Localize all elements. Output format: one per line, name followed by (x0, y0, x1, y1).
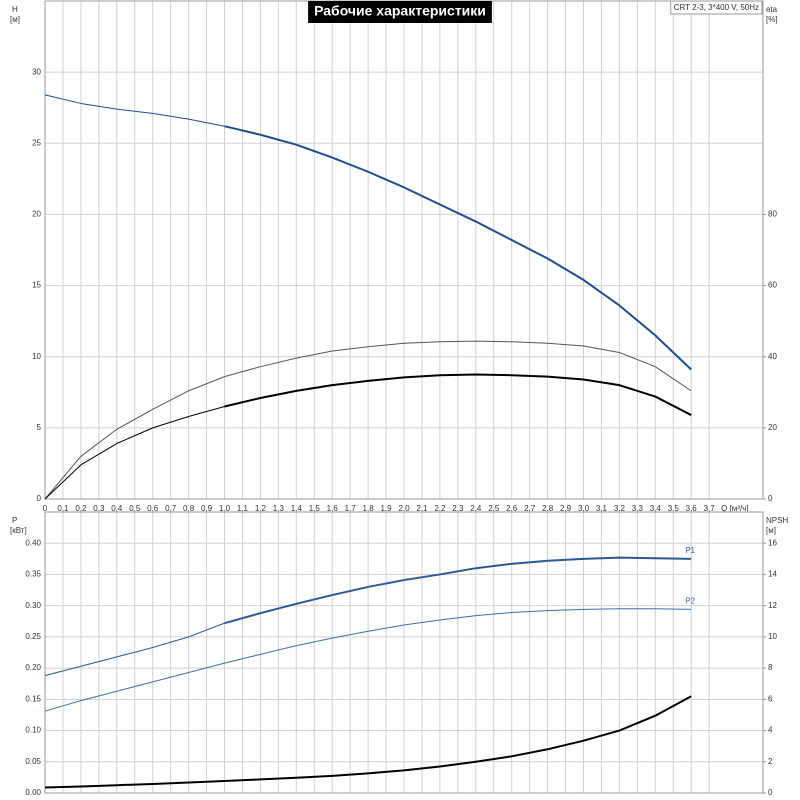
x-tick-label: 2,9 (560, 504, 572, 513)
x-axis-label: Q [м³/ч] (721, 504, 748, 513)
series-label: P2 (685, 597, 695, 606)
x-tick-label: 2,3 (452, 504, 464, 513)
y-tick-label: 0.35 (25, 570, 41, 579)
x-tick-label: 1,5 (309, 504, 321, 513)
y-tick-label: 15 (32, 281, 41, 290)
y-tick-label: 30 (32, 67, 41, 76)
x-tick-label: 1,4 (291, 504, 303, 513)
x-tick-label: 1,7 (345, 504, 357, 513)
x-tick-label: 0,3 (93, 504, 105, 513)
x-tick-label: 2,8 (542, 504, 554, 513)
x-tick-label: 0,9 (201, 504, 213, 513)
y-tick-label: 10 (32, 352, 41, 361)
y-tick-label: 0.15 (25, 694, 41, 703)
x-tick-label: 0,1 (57, 504, 69, 513)
y2-tick-label: 6 (768, 694, 773, 703)
x-tick-label: 1,3 (273, 504, 285, 513)
y-axis-unit: [м] (10, 15, 20, 24)
x-tick-label: 0 (43, 504, 48, 513)
y2-tick-label: 10 (768, 632, 777, 641)
data-line (44, 94, 225, 127)
y-tick-label: 0 (37, 494, 42, 503)
data-line (44, 622, 225, 677)
data-line (224, 125, 692, 371)
data-line (44, 608, 692, 712)
x-tick-label: 3,5 (668, 504, 680, 513)
y-axis-label: P (12, 516, 17, 525)
y2-tick-label: 8 (768, 663, 773, 672)
y2-axis-label: eta (766, 5, 778, 14)
chart-subtitle: CRT 2-3, 3*400 V, 50Hz (674, 3, 759, 12)
y2-tick-label: 12 (768, 601, 777, 610)
x-tick-label: 3,6 (686, 504, 698, 513)
y-tick-label: 0.20 (25, 663, 41, 672)
x-tick-label: 3,1 (596, 504, 608, 513)
series-label: P1 (685, 546, 695, 555)
x-tick-label: 1,1 (237, 504, 249, 513)
x-tick-label: 0,6 (147, 504, 159, 513)
x-tick-label: 1,8 (363, 504, 375, 513)
y2-axis-unit: [%] (766, 15, 778, 24)
y-tick-label: 0.40 (25, 538, 41, 547)
x-tick-label: 2,1 (416, 504, 428, 513)
x-tick-label: 3,0 (578, 504, 590, 513)
y-tick-label: 0.05 (25, 757, 41, 766)
data-line (44, 695, 692, 789)
title-box (308, 1, 492, 23)
x-tick-label: 2,0 (398, 504, 410, 513)
y-tick-label: 20 (32, 210, 41, 219)
chart-title: Рабочие характеристики (314, 3, 486, 19)
data-line (224, 373, 692, 416)
y-tick-label: 0.10 (25, 726, 41, 735)
x-tick-label: 1,9 (380, 504, 392, 513)
x-tick-label: 2,5 (488, 504, 500, 513)
x-tick-label: 1,2 (255, 504, 267, 513)
y2-tick-label: 14 (768, 570, 777, 579)
x-tick-label: 0,7 (165, 504, 177, 513)
x-tick-label: 0,5 (129, 504, 141, 513)
y2-tick-label: 40 (768, 352, 777, 361)
x-tick-label: 0,4 (111, 504, 123, 513)
x-tick-label: 3,2 (614, 504, 626, 513)
y-axis-unit: [кВт] (10, 526, 27, 535)
x-tick-label: 1,0 (219, 504, 231, 513)
y-tick-label: 0.25 (25, 632, 41, 641)
x-tick-label: 2,2 (434, 504, 446, 513)
y2-axis-unit: [м] (766, 526, 776, 535)
x-tick-label: 3,4 (650, 504, 662, 513)
x-tick-label: 0,8 (183, 504, 195, 513)
y2-tick-label: 20 (768, 423, 777, 432)
y-tick-label: 25 (32, 138, 41, 147)
y2-tick-label: 0 (768, 494, 773, 503)
y2-tick-label: 60 (768, 281, 777, 290)
y-tick-label: 0.00 (25, 788, 41, 797)
x-tick-label: 2,4 (470, 504, 482, 513)
y2-tick-label: 0 (768, 788, 773, 797)
y2-tick-label: 4 (768, 726, 773, 735)
x-tick-label: 1,6 (327, 504, 339, 513)
y-tick-label: 5 (37, 423, 42, 432)
data-line (44, 340, 692, 500)
y-axis-label: H (12, 5, 18, 14)
x-tick-label: 3,7 (704, 504, 716, 513)
y2-tick-label: 2 (768, 757, 773, 766)
y2-axis-label: NPSH (766, 516, 788, 525)
subtitle-box (670, 0, 763, 15)
y2-tick-label: 80 (768, 210, 777, 219)
data-line (44, 406, 225, 500)
x-tick-label: 2,7 (524, 504, 536, 513)
y2-tick-label: 16 (768, 538, 777, 547)
x-tick-label: 0,2 (75, 504, 87, 513)
data-line (224, 556, 692, 625)
x-tick-label: 3,3 (632, 504, 644, 513)
y-tick-label: 0.30 (25, 601, 41, 610)
plot-frame (44, 511, 764, 794)
x-tick-label: 2,6 (506, 504, 518, 513)
